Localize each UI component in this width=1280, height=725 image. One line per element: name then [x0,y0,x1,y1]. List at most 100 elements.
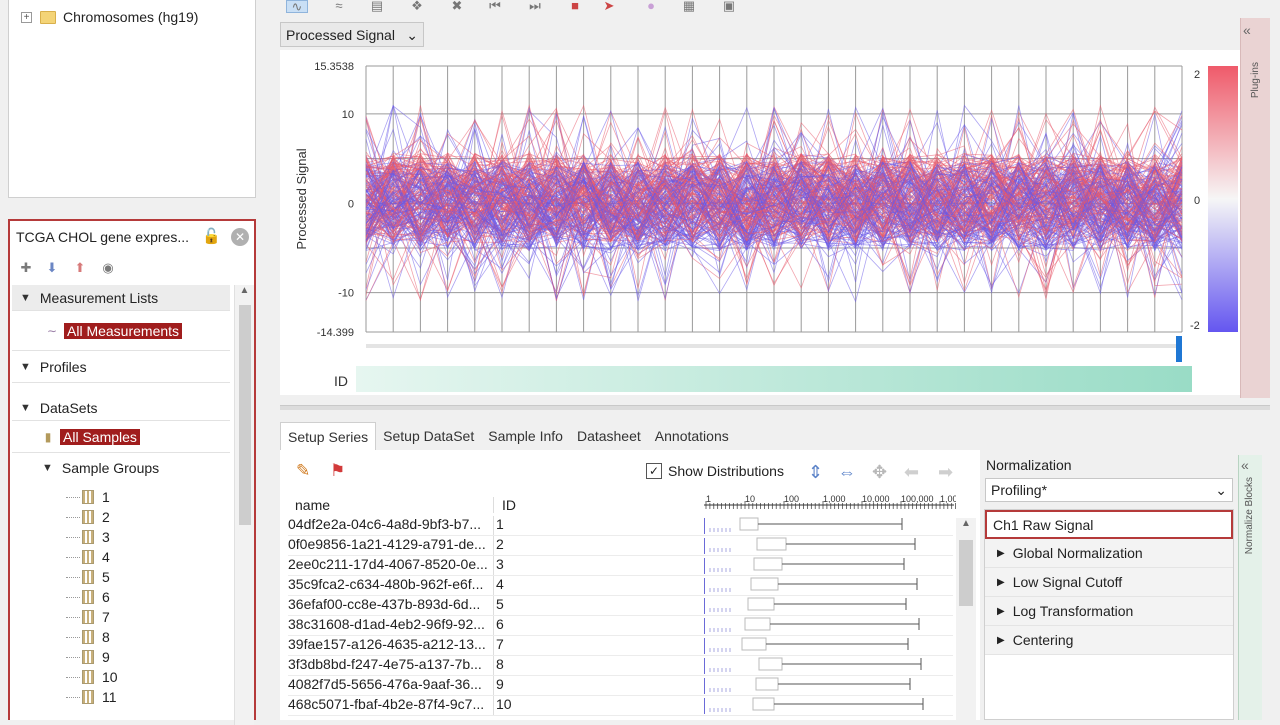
collapse-triangle-icon[interactable]: ▼ [20,360,31,373]
palette-icon[interactable]: ● [647,0,655,13]
forward-icon[interactable]: ⏭ [529,0,541,13]
histogram-icon[interactable]: ■ [571,0,579,13]
tab-setup-series[interactable]: Setup Series [280,422,377,450]
tools-icon[interactable]: ❖ [411,0,423,13]
sample-group-item[interactable]: 3 [12,527,230,547]
sample-group-item[interactable]: 1 [12,487,230,507]
signal-type-select[interactable]: Processed Signal ⌄ [280,22,424,47]
tab-setup-dataset[interactable]: Setup DataSet [383,428,475,444]
camera-icon[interactable]: ◉ [102,260,114,275]
profile-plot-icon[interactable]: ∿ [286,0,308,13]
grid-icon[interactable]: ▦ [682,0,696,13]
list-item-all-samples[interactable]: ▮ All Samples [12,421,230,453]
show-distributions-toggle[interactable]: ✓ Show Distributions [646,463,784,479]
sample-group-item[interactable]: 2 [12,507,230,527]
horizontal-scroll-track[interactable] [366,344,1180,348]
norm-step-centering[interactable]: ▶ Centering [985,626,1233,655]
tab-annotations[interactable]: Annotations [654,428,729,444]
color-scale-min-label: -2 [1190,320,1200,332]
checkbox-checked-icon[interactable]: ✓ [646,463,662,479]
section-sample-groups[interactable]: ▼ Sample Groups [12,453,230,483]
add-icon[interactable]: ✚ [20,260,32,275]
norm-step-label: Low Signal Cutoff [1012,574,1123,590]
tree-item-chromosomes[interactable]: + Chromosomes (hg19) [9,6,255,28]
arrow-up-icon[interactable]: ⬆ [74,260,86,275]
horizontal-arrows-icon[interactable]: ⇔ [838,462,856,482]
norm-step-log[interactable]: ▶ Log Transformation [985,597,1233,626]
column-header-id[interactable]: ID [502,497,516,513]
normalize-blocks-side-tab[interactable]: « Normalize Blocks [1238,455,1262,720]
expand-icon[interactable]: + [21,11,32,23]
expand-triangle-icon[interactable]: ▶ [997,634,1005,646]
y-tick-label: 15.3538 [314,61,354,73]
sample-group-item[interactable]: 6 [12,587,230,607]
split-divider[interactable] [280,405,1270,410]
scroll-up-icon[interactable]: ▲ [239,285,250,296]
line-chart-icon[interactable]: ≈ [335,0,343,13]
table-row[interactable]: 38c31608-d1ad-4eb2-96f9-92... 6 [288,616,953,636]
collapse-triangle-icon[interactable]: ▼ [20,291,31,304]
horizontal-scroll-marker[interactable] [1176,336,1182,362]
profile-plot[interactable]: 15.3538 10 0 -10 -14.399 Processed Signal ID … [280,50,1240,395]
rewind-icon[interactable]: ⏮ [489,0,501,13]
expand-triangle-icon[interactable]: ▶ [997,547,1005,559]
expand-triangle-icon[interactable]: ▶ [997,576,1005,588]
table-row[interactable]: 36efaf00-cc8e-437b-893d-6d... 5 [288,596,953,616]
arrow-right-icon[interactable]: ➡ [938,462,954,482]
table-row[interactable]: 2ee0c211-17d4-4067-8520-0e... 3 [288,556,953,576]
collapse-triangle-icon[interactable]: ▼ [20,401,31,414]
snapshot-icon[interactable]: ▣ [722,0,736,13]
pointer-icon[interactable]: ➤ [603,0,615,13]
vertical-arrows-icon[interactable]: ⇕ [808,462,824,482]
normalization-select[interactable]: Profiling* ⌄ [985,478,1233,502]
flag-icon[interactable]: ⚑ [330,461,346,480]
arrow-down-icon[interactable]: ⬇ [46,260,58,275]
table-row[interactable]: 35c9fca2-c634-480b-962f-e6f... 4 [288,576,953,596]
left-scrollbar[interactable]: ▲ [234,285,254,725]
table-row[interactable]: 468c5071-fbaf-4b2e-87f4-9c7... 10 [288,696,953,716]
move-icon[interactable]: ✥ [872,462,888,482]
sample-group-item[interactable]: 5 [12,567,230,587]
tab-sample-info[interactable]: Sample Info [488,428,563,444]
list-item-all-measurements[interactable]: ∼ All Measurements [12,311,230,351]
tab-datasheet[interactable]: Datasheet [576,428,641,444]
lock-icon[interactable]: 🔓 [202,228,221,245]
plugins-side-tab[interactable]: « Plug-ins [1240,18,1270,398]
norm-step-low-cutoff[interactable]: ▶ Low Signal Cutoff [985,568,1233,597]
section-datasets[interactable]: ▼ DataSets [12,395,230,421]
table-row[interactable]: 0f0e9856-1a21-4129-a791-de... 2 [288,536,953,556]
table-row[interactable]: 4082f7d5-5656-476a-9aaf-36... 9 [288,676,953,696]
sample-group-item[interactable]: 4 [12,547,230,567]
norm-step-global[interactable]: ▶ Global Normalization [985,539,1233,568]
bar-chart-icon[interactable]: ▤ [370,0,384,13]
norm-step-raw-signal[interactable]: Ch1 Raw Signal [985,510,1233,539]
scroll-up-icon[interactable]: ▲ [961,518,971,529]
scrollbar-thumb[interactable] [959,540,973,606]
expand-triangle-icon[interactable]: ▶ [997,605,1005,617]
sample-group-item[interactable]: 9 [12,647,230,667]
double-chevron-left-icon[interactable]: « [1241,457,1249,473]
table-scrollbar[interactable]: ▲ [956,518,976,720]
sample-group-item[interactable]: 10 [12,667,230,687]
sample-group-item[interactable]: 7 [12,607,230,627]
arrow-left-icon[interactable]: ⬅ [904,462,920,482]
scrollbar-thumb[interactable] [239,305,251,525]
column-header-name[interactable]: name [288,497,494,513]
pencil-icon[interactable]: ✎ [296,461,311,480]
sample-group-item[interactable]: 8 [12,627,230,647]
table-row[interactable]: 39fae157-a126-4635-a212-13... 7 [288,636,953,656]
collapse-triangle-icon[interactable]: ▼ [42,462,53,474]
close-icon[interactable]: ✕ [231,228,249,246]
scale-tick-label: 100 [784,494,799,504]
project-title: TCGA CHOL gene expres... [16,229,189,245]
folder-icon [40,10,56,24]
distribution-boxplot [704,697,924,714]
section-measurement-lists[interactable]: ▼ Measurement Lists [12,285,230,311]
sample-group-item[interactable]: 11 [12,687,230,707]
cluster-icon[interactable]: ✖ [451,0,463,13]
table-row[interactable]: 04df2e2a-04c6-4a8d-9bf3-b7... 1 [288,516,953,536]
double-chevron-left-icon[interactable]: « [1243,22,1251,38]
table-row[interactable]: 3f3db8bd-f247-4e75-a137-7b... 8 [288,656,953,676]
section-profiles[interactable]: ▼ Profiles [12,351,230,383]
